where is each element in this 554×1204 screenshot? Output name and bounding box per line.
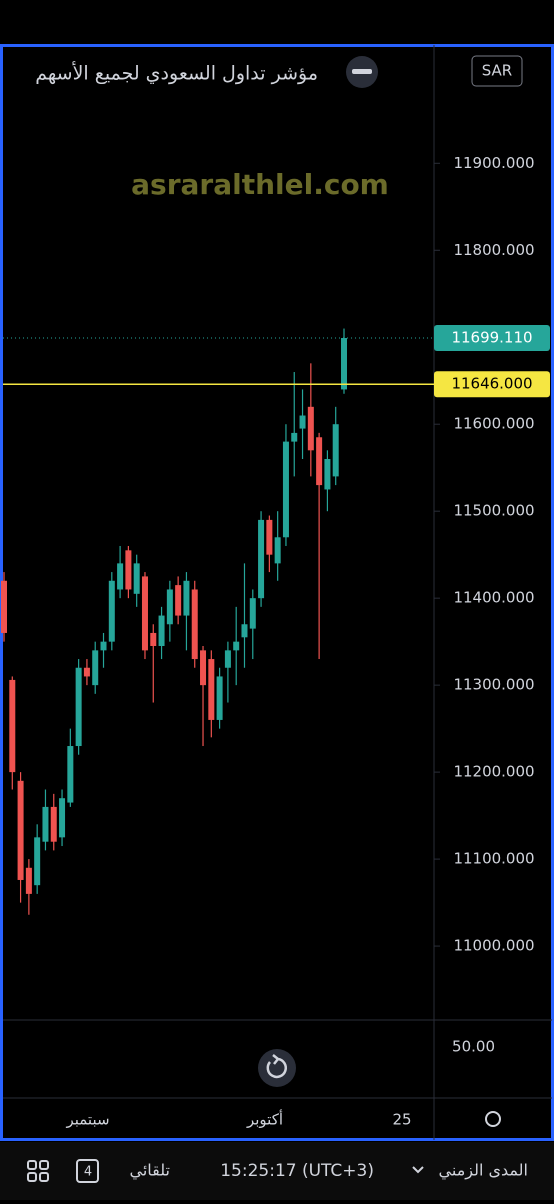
- candle-body: [191, 589, 198, 660]
- candle-body: [166, 589, 173, 625]
- toolbar: [0, 1142, 554, 1200]
- candle-body: [17, 780, 24, 880]
- candle-body: [42, 806, 49, 842]
- y-tick-label: 11000.000: [453, 937, 534, 955]
- grid-button[interactable]: [27, 1160, 49, 1182]
- layout-count: 4: [84, 1165, 92, 1180]
- collapse-icon: [352, 69, 372, 74]
- candle-body: [9, 679, 16, 773]
- last-price-label: 11699.110: [451, 329, 532, 347]
- candle-body: [332, 424, 339, 477]
- lower-pane-label: 50.00: [452, 1038, 495, 1056]
- candle-body: [83, 667, 90, 677]
- candle-body: [150, 632, 157, 647]
- candle-body: [249, 598, 256, 629]
- currency-button[interactable]: [471, 55, 523, 87]
- candle-body: [117, 563, 124, 590]
- candle-body: [25, 867, 32, 894]
- layout-button[interactable]: [76, 1159, 99, 1183]
- reset-icon: [266, 1054, 287, 1079]
- dropdown-icon: [412, 1166, 424, 1174]
- x-tick-label: 25: [392, 1111, 411, 1129]
- candle-body: [291, 432, 298, 442]
- candle-body: [224, 650, 231, 668]
- currency: SAR: [482, 62, 512, 80]
- candle-body: [316, 437, 323, 486]
- candle-body: [125, 550, 132, 590]
- candle-body: [34, 837, 41, 886]
- candle-body: [241, 624, 248, 638]
- candle-body: [141, 576, 148, 651]
- y-tick-label: 11500.000: [453, 502, 534, 520]
- candle-body: [92, 650, 99, 686]
- y-tick-label: 11200.000: [453, 763, 534, 781]
- settings-icon[interactable]: [485, 1111, 501, 1127]
- watermark: asraralthlel.com: [131, 168, 389, 201]
- hline-label-bg: [434, 371, 550, 398]
- range-button[interactable]: المدى الزمني: [439, 1161, 528, 1181]
- candle-body: [233, 641, 240, 651]
- candle-body: [324, 459, 331, 490]
- candle-body: [1, 580, 7, 633]
- y-tick-label: 11800.000: [453, 241, 534, 259]
- candle-body: [175, 585, 182, 616]
- candle-body: [133, 563, 140, 594]
- candle-body: [75, 667, 82, 747]
- last-price-bg: [434, 325, 550, 352]
- candle-body: [258, 519, 265, 599]
- y-tick-label: 11300.000: [453, 676, 534, 694]
- candle-body: [266, 519, 273, 555]
- candle-body: [59, 798, 66, 838]
- x-tick-label: سبتمبر: [65, 1111, 109, 1129]
- candle-body: [183, 580, 190, 616]
- y-tick-label: 11400.000: [453, 589, 534, 607]
- time: 15:25:17 (UTC+3): [220, 1161, 374, 1181]
- candle-body: [108, 580, 115, 642]
- candle-body: [50, 806, 57, 842]
- reset-button[interactable]: [258, 1049, 296, 1087]
- candle-body: [307, 406, 314, 451]
- candle-body: [282, 441, 289, 538]
- candle-body: [299, 415, 306, 429]
- candle-body: [158, 615, 165, 647]
- candle-body: [341, 338, 347, 390]
- y-tick-label: 11100.000: [453, 850, 534, 868]
- candle-body: [274, 537, 281, 564]
- candle-body: [100, 641, 107, 651]
- y-tick-label: 11900.000: [453, 154, 534, 172]
- candle-body: [200, 650, 207, 686]
- auto-button[interactable]: تلقائي: [129, 1161, 170, 1181]
- candle-body: [208, 659, 215, 720]
- y-tick-label: 11600.000: [453, 415, 534, 433]
- x-tick-label: أكتوبر: [246, 1110, 283, 1129]
- hline-label: 11646.000: [451, 375, 532, 393]
- chart-title: مؤشر تداول السعودي لجميع الأسهم: [35, 62, 318, 85]
- candle-body: [216, 676, 223, 720]
- candle-body: [67, 746, 74, 803]
